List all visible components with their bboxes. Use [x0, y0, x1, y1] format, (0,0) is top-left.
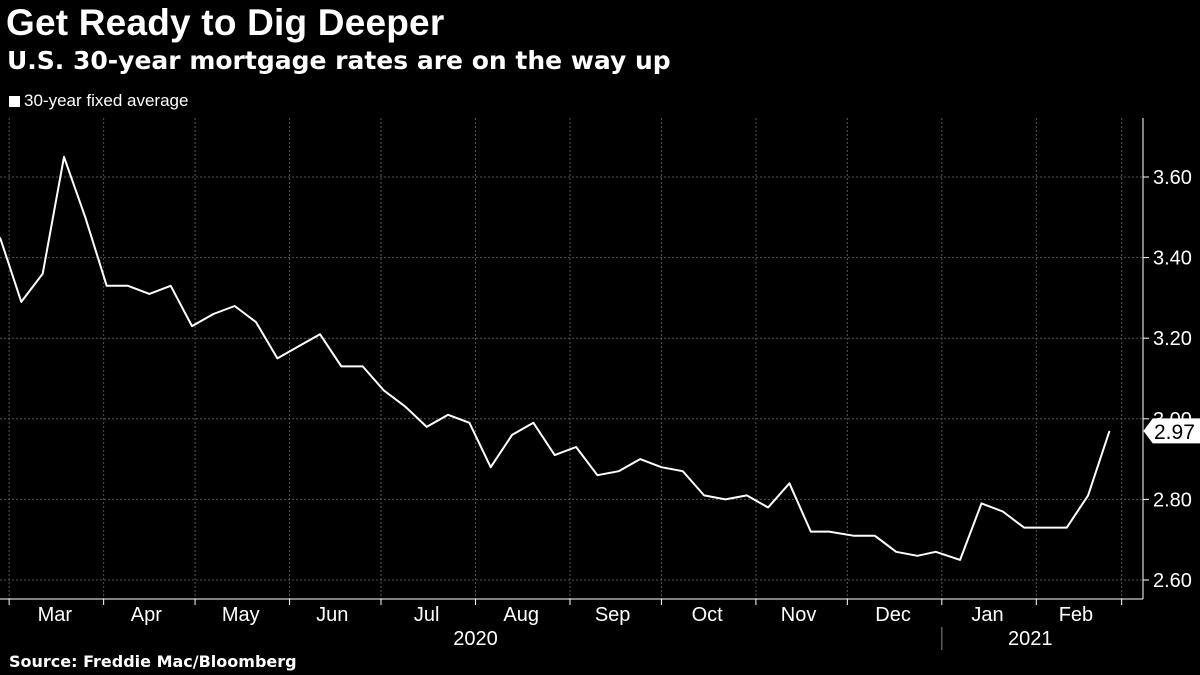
y-tick-label: 2.60 — [1153, 570, 1192, 592]
x-month-label: Jan — [971, 604, 1003, 626]
legend-label: 30-year fixed average — [24, 91, 189, 110]
series-line-30-year-fixed — [0, 155, 1111, 561]
x-month-label: Mar — [38, 604, 73, 626]
y-tick-label: 3.60 — [1153, 167, 1192, 189]
y-tick-label: 2.80 — [1153, 489, 1192, 511]
x-month-label: Jun — [316, 604, 348, 626]
chart-title: Get Ready to Dig Deeper — [6, 2, 445, 43]
x-month-label: Aug — [503, 604, 539, 626]
x-month-label: Dec — [875, 604, 911, 626]
x-month-label: May — [222, 604, 260, 626]
chart-subtitle: U.S. 30-year mortgage rates are on the w… — [7, 46, 671, 75]
x-year-label: 2021 — [1008, 628, 1053, 650]
legend-swatch — [9, 95, 20, 107]
x-month-label: Sep — [595, 604, 631, 626]
x-month-label: Apr — [131, 604, 162, 626]
x-month-label: Nov — [781, 604, 817, 626]
chart-source: Source: Freddie Mac/Bloomberg — [9, 652, 297, 671]
x-month-label: Feb — [1059, 604, 1093, 626]
x-month-label: Oct — [692, 604, 724, 626]
last-value-label: 2.97 — [1154, 421, 1195, 444]
last-value-callout — [1143, 418, 1200, 444]
y-tick-label: 3.20 — [1153, 328, 1192, 350]
y-tick-label: 3.40 — [1153, 248, 1192, 270]
x-month-label: Jul — [414, 604, 440, 626]
x-year-label: 2020 — [453, 628, 498, 650]
chart-legend: 30-year fixed average — [9, 91, 188, 111]
